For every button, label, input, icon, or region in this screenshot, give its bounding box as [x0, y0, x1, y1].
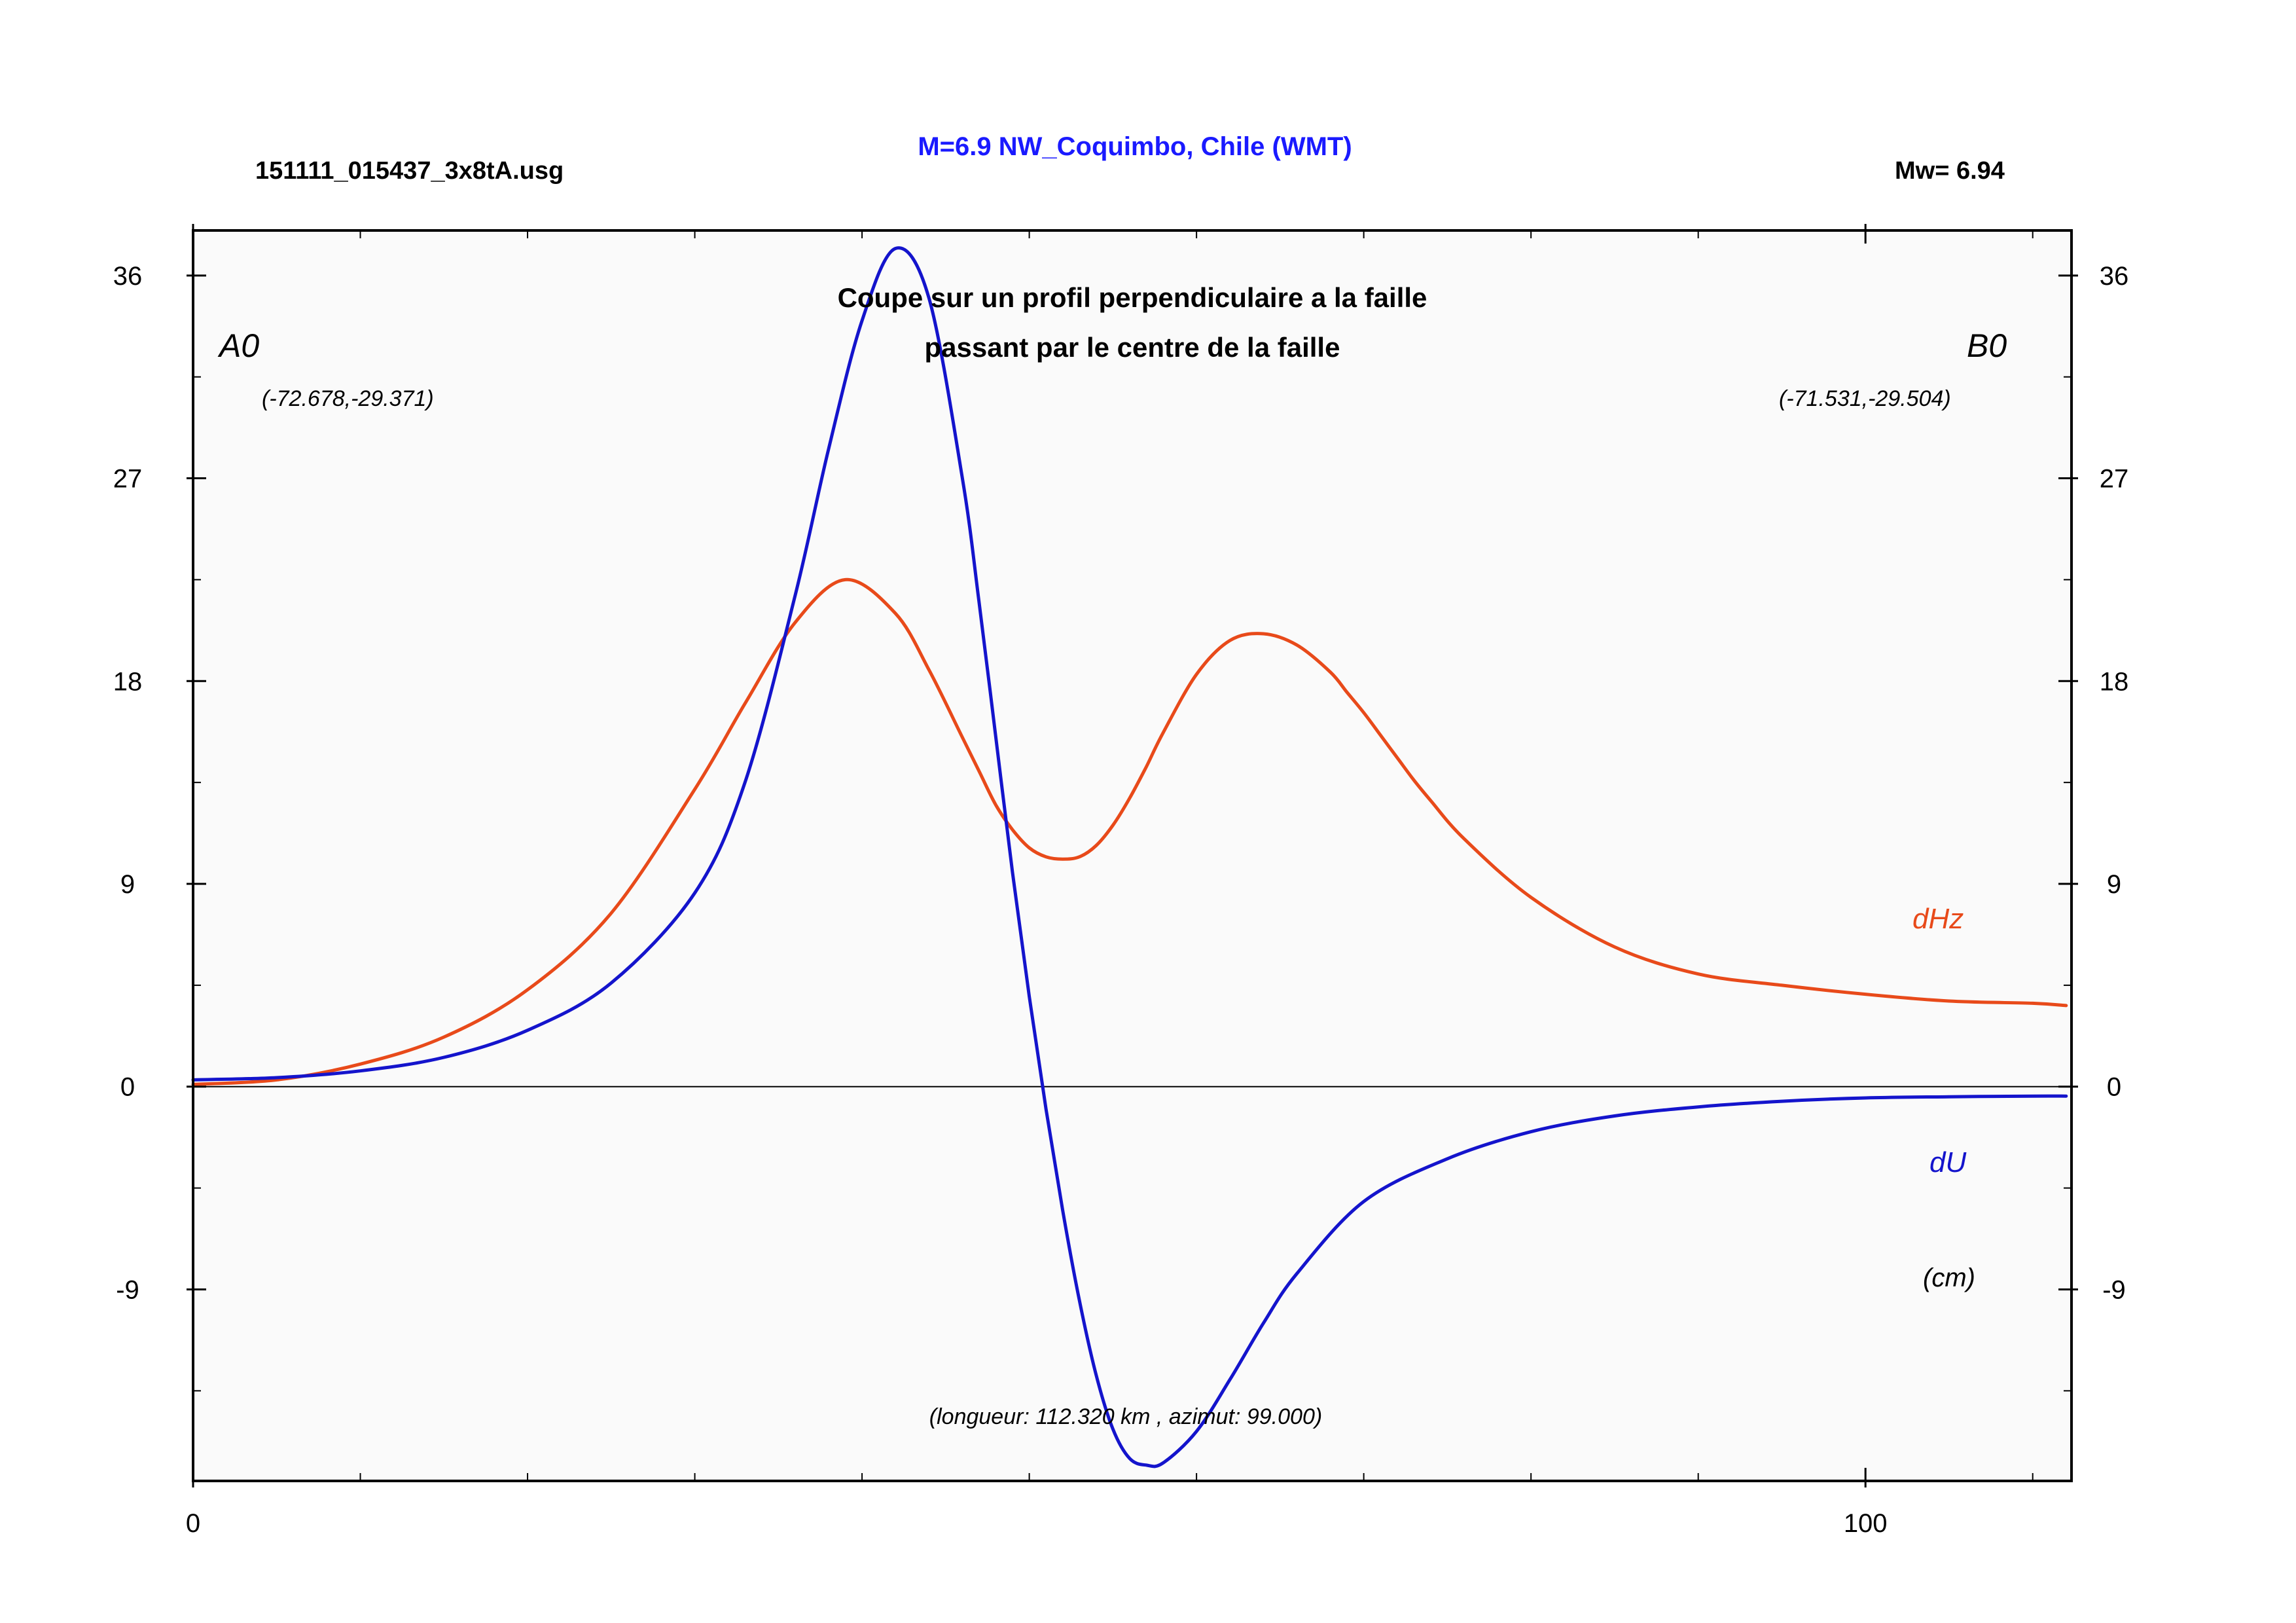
y-tick-label-right: 18 — [2100, 667, 2129, 696]
y-tick-label-left: 9 — [120, 870, 135, 899]
series-layer — [191, 246, 2068, 1468]
y-tick-label-left: 36 — [113, 262, 143, 291]
y-tick-label-left: -9 — [116, 1275, 139, 1304]
y-tick-label-right: 36 — [2100, 262, 2129, 291]
chart-subtitle: passant par le centre de la faille — [925, 332, 1340, 363]
magnitude-label: Mw= 6.94 — [1895, 157, 2005, 185]
end-label: B0 — [1967, 327, 2007, 364]
y-tick-label-left: 0 — [120, 1073, 135, 1102]
series-line-dU — [191, 246, 2068, 1468]
event-title: M=6.9 NW_Coquimbo, Chile (WMT) — [0, 132, 2296, 162]
plot-area — [193, 230, 2072, 1481]
y-tick-label-right: -9 — [2102, 1275, 2126, 1304]
start-coords: (-72.678,-29.371) — [262, 386, 434, 411]
series-label-dU: dU — [1929, 1146, 1966, 1178]
end-coords: (-71.531,-29.504) — [1779, 386, 1951, 411]
y-tick-label-left: 18 — [113, 667, 143, 696]
x-tick-label: 100 — [1844, 1509, 1888, 1538]
chart-title: Coupe sur un profil perpendiculaire a la… — [838, 282, 1427, 313]
series-label-dHz: dHz — [1912, 903, 1964, 935]
y-tick-label-right: 9 — [2107, 870, 2121, 899]
start-label: A0 — [217, 327, 259, 364]
y-tick-label-right: 0 — [2107, 1073, 2121, 1102]
tick-layer: -9 -9 0 0 9 9 18 18 27 27 36 36 0 100 — [113, 224, 2129, 1538]
profile-info: (longueur: 112.320 km , azimut: 99.000) — [929, 1404, 1322, 1429]
series-line-dHz — [191, 577, 2068, 1086]
y-tick-label-right: 27 — [2100, 465, 2129, 494]
file-name: 151111_015437_3x8tA.usg — [255, 157, 564, 185]
event-title-text: M=6.9 NW_Coquimbo, Chile (WMT) — [918, 132, 1352, 161]
y-tick-label-left: 27 — [113, 465, 143, 494]
unit-label: (cm) — [1923, 1264, 1975, 1292]
x-tick-label: 0 — [186, 1509, 200, 1538]
plot-frame — [192, 229, 2073, 1482]
